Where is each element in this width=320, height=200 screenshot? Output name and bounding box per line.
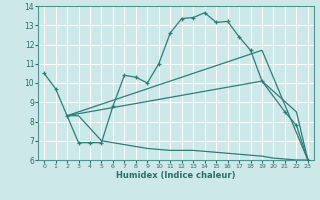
X-axis label: Humidex (Indice chaleur): Humidex (Indice chaleur): [116, 171, 236, 180]
